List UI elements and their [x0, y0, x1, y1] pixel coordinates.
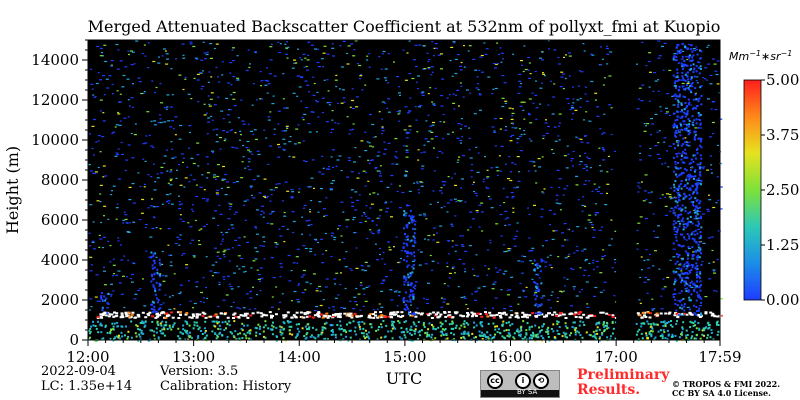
colorbar-tick-label: 5.00 [766, 71, 799, 89]
x-tick-label: 17:59 [698, 348, 741, 366]
x-tick-label: 14:00 [278, 348, 321, 366]
license-badge-text: BY SA [517, 388, 538, 396]
y-tick-label: 0 [69, 331, 79, 349]
results-label: Results. [577, 382, 641, 398]
x-axis: 12:00 13:00 14:00 15:00 16:00 17:00 17:59 [66, 340, 742, 366]
y-tick-label: 4000 [41, 251, 79, 269]
no-data-gap [616, 40, 636, 340]
y-tick-label: 6000 [41, 211, 79, 229]
cc-by-sa-icon: cc i ⟲ BY SA [480, 370, 560, 398]
footer-version: Version: 3.5 [160, 364, 239, 379]
y-tick-label: 10000 [31, 131, 79, 149]
no-data-column [616, 40, 636, 340]
x-tick-label: 15:00 [383, 348, 426, 366]
colorbar-ticks: 0.00 1.25 2.50 3.75 5.00 [761, 71, 799, 309]
colorbar-tick-label: 1.25 [766, 236, 799, 254]
x-tick-label: 16:00 [489, 348, 532, 366]
chart-title: Merged Attenuated Backscatter Coefficien… [88, 17, 721, 36]
footer-calibration: Calibration: History [160, 379, 292, 394]
y-tick-label: 8000 [41, 171, 79, 189]
y-tick-label: 14000 [31, 51, 79, 69]
x-axis-label: UTC [386, 369, 422, 388]
preliminary-label: Preliminary [577, 367, 670, 383]
colorbar [743, 79, 762, 301]
colorbar-tick-label: 0.00 [766, 291, 799, 309]
copyright-line-2: CC BY SA 4.0 License. [672, 388, 771, 398]
y-tick-label: 12000 [31, 91, 79, 109]
y-tick-label: 2000 [41, 291, 79, 309]
y-axis: 0 2000 4000 6000 8000 10000 12000 14000 [31, 39, 88, 349]
copyright-line-1: © TROPOS & FMI 2022. [672, 379, 781, 389]
plot-background [88, 40, 720, 340]
footer-date: 2022-09-04 [41, 364, 116, 379]
y-axis-label: Height (m) [3, 146, 22, 234]
colorbar-tick-label: 3.75 [766, 126, 799, 144]
x-tick-label: 12:00 [66, 348, 109, 366]
footer-lidar-constant: LC: 1.35e+14 [41, 379, 133, 394]
x-tick-label: 17:00 [595, 348, 638, 366]
colorbar-tick-label: 2.50 [766, 181, 799, 199]
colorbar-unit-label: Mm−1∗sr−1 [729, 49, 792, 63]
x-tick-label: 13:00 [172, 348, 215, 366]
